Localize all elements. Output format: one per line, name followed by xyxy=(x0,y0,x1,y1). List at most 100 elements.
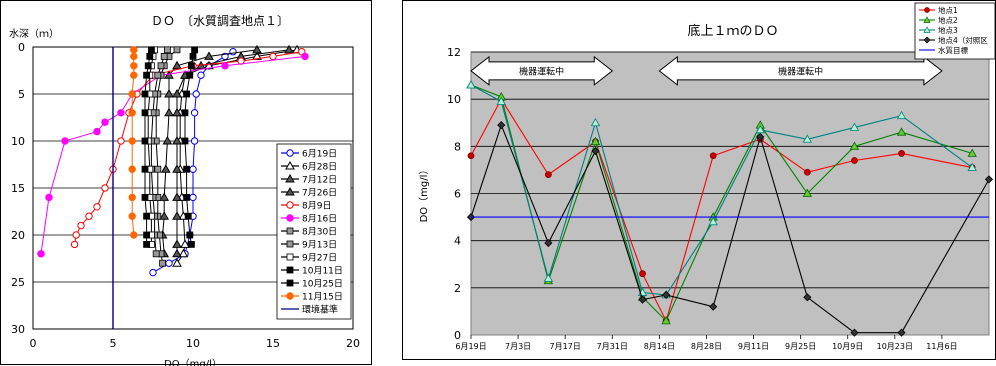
x-tick-label: 8月28日 xyxy=(691,342,722,351)
legend-marker xyxy=(286,214,294,222)
data-point xyxy=(130,62,138,70)
data-point xyxy=(192,90,200,98)
x-tick-label: 9月11日 xyxy=(738,342,769,351)
data-point xyxy=(544,171,552,179)
x-tick-label: 11月6日 xyxy=(926,342,957,351)
data-point xyxy=(172,107,182,117)
x-tick-label: 7月31日 xyxy=(597,342,628,351)
x-tick-label: 20 xyxy=(346,337,360,350)
series-line xyxy=(470,98,973,323)
legend-marker xyxy=(923,36,931,44)
series-line xyxy=(470,123,990,334)
data-point xyxy=(590,136,601,146)
x-axis-label: DO（mg/l） xyxy=(164,358,222,366)
data-point xyxy=(70,240,79,249)
data-point xyxy=(896,127,907,136)
legend-label: 11月15日 xyxy=(302,292,343,303)
data-point xyxy=(190,137,199,145)
data-point xyxy=(147,46,155,54)
data-point xyxy=(128,109,136,117)
annotation-label: 機器運転中 xyxy=(778,65,823,77)
chart-title: ＤＯ 〔水質調査地点１〕 xyxy=(151,13,289,28)
x-tick-label: 7月3日 xyxy=(505,342,531,351)
data-point xyxy=(187,62,195,70)
legend-marker xyxy=(924,7,930,13)
legend-label: 9月27日 xyxy=(302,253,337,264)
legend-label: 8月16日 xyxy=(302,214,337,225)
data-point xyxy=(128,90,136,98)
data-point xyxy=(143,71,151,79)
data-point xyxy=(709,302,718,311)
data-point xyxy=(149,268,157,277)
series-10 xyxy=(181,46,199,248)
data-point xyxy=(128,193,136,202)
data-point xyxy=(802,188,813,197)
data-point xyxy=(849,141,860,150)
data-point xyxy=(159,192,170,201)
data-point xyxy=(101,118,109,126)
data-point xyxy=(187,240,195,248)
x-tick-label: 15 xyxy=(266,337,280,350)
y-tick-label: 30 xyxy=(11,323,25,336)
data-point xyxy=(197,71,205,79)
data-point xyxy=(183,165,191,173)
data-point xyxy=(157,62,165,70)
data-point xyxy=(189,165,197,173)
data-point xyxy=(172,88,182,98)
data-point xyxy=(117,109,125,117)
data-point xyxy=(146,53,154,60)
data-point xyxy=(172,258,182,267)
data-point xyxy=(661,316,671,325)
data-point xyxy=(144,62,152,70)
y-tick-label: 2 xyxy=(454,282,461,295)
data-point xyxy=(269,52,277,61)
series-4 xyxy=(157,44,262,258)
data-point xyxy=(45,193,53,202)
data-point xyxy=(186,231,194,239)
annotation-label: 機器運転中 xyxy=(519,65,564,77)
data-point xyxy=(172,192,182,201)
data-point xyxy=(638,295,647,304)
legend-label: 8月9日 xyxy=(302,201,331,212)
x-tick-label: 8月14日 xyxy=(644,342,675,351)
legend-label: 7月12日 xyxy=(302,175,337,186)
y-tick-label: 25 xyxy=(11,276,25,289)
legend-label: 地点3 xyxy=(938,25,958,35)
data-point xyxy=(181,109,189,117)
data-point xyxy=(591,146,600,156)
data-point xyxy=(162,135,173,145)
data-point xyxy=(849,122,860,131)
legend: 6月19日 6月28日 7月12日 7月26日 8月9日 8月16日 8月30日 9月13日 9… xyxy=(276,143,352,320)
y-tick-label: 6 xyxy=(454,188,461,201)
data-point xyxy=(128,165,136,173)
data-point xyxy=(154,71,162,79)
legend-marker xyxy=(286,279,294,287)
legend-marker xyxy=(286,266,294,274)
chart-title: 底上１ｍのＤＯ xyxy=(687,23,778,39)
data-point xyxy=(184,212,192,220)
data-point xyxy=(186,71,194,79)
data-point xyxy=(802,134,813,143)
data-point xyxy=(803,168,811,176)
data-point xyxy=(590,117,601,127)
data-point xyxy=(141,165,149,173)
data-point xyxy=(189,53,197,60)
legend-marker xyxy=(285,173,295,183)
data-point xyxy=(896,110,907,120)
data-point xyxy=(755,125,765,134)
data-point xyxy=(897,328,906,337)
legend-marker xyxy=(923,26,931,33)
y-axis-label: 水深（ｍ） xyxy=(9,28,59,40)
data-point xyxy=(190,109,199,117)
x-tick-label: 7月17日 xyxy=(550,342,581,351)
data-point xyxy=(662,290,671,299)
data-point xyxy=(172,60,182,70)
data-point xyxy=(191,46,199,54)
data-point xyxy=(101,184,109,192)
data-point xyxy=(160,164,171,173)
data-point xyxy=(37,250,45,258)
data-point xyxy=(252,51,262,60)
data-point xyxy=(467,152,475,160)
operation-arrow xyxy=(470,55,614,86)
data-point xyxy=(850,328,859,337)
